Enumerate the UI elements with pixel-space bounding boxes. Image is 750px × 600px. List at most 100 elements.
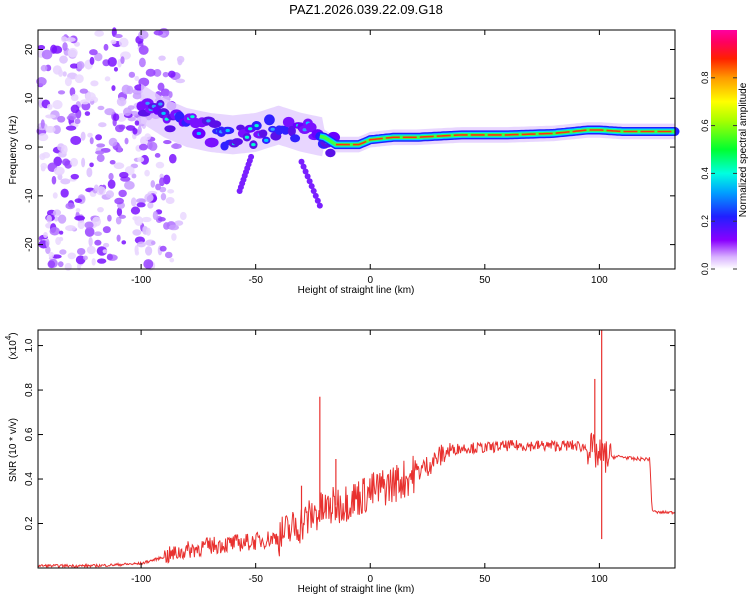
spectrogram-streak-blob — [236, 187, 243, 194]
spectrogram-noise-blob — [93, 184, 99, 192]
snr-y-label: SNR (10 * v/v) — [8, 418, 19, 482]
spectrogram-noise-blob — [75, 208, 81, 213]
spectrogram-noise-blob — [65, 202, 76, 210]
spectrogram-noise-blob — [102, 226, 111, 234]
snr-panel: -100 -50 0 50 100 0.2 0.4 0.6 0.8 1.0 Height of … — [4, 329, 676, 595]
spectrogram-noise-blob — [163, 140, 172, 145]
spectrogram-noise-blob — [94, 30, 105, 37]
spectrogram-noise-blob — [144, 169, 150, 177]
spectrogram-noise-blob — [86, 167, 93, 178]
spectrogram-noise-blob — [143, 259, 154, 269]
spectrogram-noise-blob — [125, 125, 136, 131]
spectrogram-noise-blob — [70, 173, 79, 180]
spectrogram-noise-blob — [117, 145, 122, 153]
spectrogram-noise-blob — [83, 255, 88, 261]
spectrogram-noise-blob — [108, 172, 114, 181]
spectrogram-noise-blob — [52, 192, 58, 199]
snr-x-tick-label: 100 — [591, 574, 608, 585]
spectrogram-noise-blob — [70, 157, 79, 167]
spectrogram-noise-blob — [155, 161, 165, 169]
spectrogram-noise-blob — [65, 125, 77, 131]
spectrogram-noise-blob — [150, 180, 156, 188]
snr-scale-exponent: 4 — [4, 335, 13, 340]
spectrogram-noise-blob — [109, 159, 116, 165]
spectrogram-noise-blob — [65, 37, 76, 42]
colorbar: 0.0 0.2 0.4 0.6 0.8 Normalized spectral ampl… — [700, 30, 749, 275]
spectrogram-noise-blob — [118, 214, 126, 219]
snr-x-tick-label: -50 — [248, 574, 263, 585]
spectrogram-noise-blob — [107, 179, 116, 189]
spectrogram-noise-blob — [118, 189, 127, 198]
spectrogram-streak-blob — [314, 197, 321, 204]
spectrogram-ridge-core — [206, 119, 211, 123]
figure-title: PAZ1.2026.039.22.09.G18 — [289, 2, 443, 17]
spectrogram-ridge-blob — [290, 134, 301, 143]
spectrogram-y-tick-label: -10 — [24, 188, 35, 203]
spectrogram-ridge-blob — [264, 114, 275, 126]
spectrogram-noise-blob — [80, 99, 90, 105]
spectrogram-noise-blob — [68, 113, 77, 121]
snr-y-tick-label: 0.6 — [24, 427, 35, 441]
spectrogram-noise-blob — [138, 30, 149, 40]
spectrogram-noise-blob — [97, 258, 107, 264]
spectrogram-noise-blob — [52, 100, 63, 110]
spectrogram-noise-blob — [141, 216, 152, 223]
spectrogram-noise-blob — [159, 245, 167, 252]
spectrogram-ridge-core — [196, 131, 202, 136]
snr-series — [37, 330, 676, 569]
spectrogram-noise-blob — [171, 143, 182, 149]
spectrogram-ridge — [136, 83, 680, 209]
spectrogram-streak-blob — [308, 183, 315, 190]
spectrogram-noise-blob — [144, 193, 154, 203]
spectrogram-ridge-core — [270, 127, 275, 131]
spectrogram-noise-blob — [52, 209, 62, 216]
spectrogram-noise-blob — [136, 202, 146, 208]
spectrogram-x-tick-label: 50 — [479, 275, 491, 286]
spectrogram-y-tick-label: 0 — [24, 144, 35, 150]
spectrogram-noise-blob — [137, 156, 145, 163]
snr-y-tick-label: 0.2 — [24, 516, 35, 530]
spectrogram-noise-blob — [96, 143, 106, 148]
spectrogram-streak-blob — [306, 178, 313, 185]
spectrogram-noise-blob — [84, 226, 95, 237]
spectrogram-noise-blob — [84, 111, 91, 116]
spectrogram-noise-blob — [37, 133, 49, 142]
spectrogram-noise-blob — [91, 258, 96, 266]
spectrogram-noise-blob — [53, 215, 59, 222]
spectrogram-y-ticks: -20 -10 0 10 20 — [24, 44, 675, 252]
spectrogram-noise-blob — [168, 224, 180, 231]
spectrogram-noise-blob — [88, 237, 93, 247]
spectrogram-noise-blob — [77, 219, 85, 230]
spectrogram-noise-blob — [74, 198, 83, 203]
spectrogram-noise-blob — [45, 126, 56, 133]
spectrogram-noise-blob — [45, 246, 51, 255]
colorbar-tick-label: 0.6 — [700, 119, 710, 132]
spectrogram-noise-blob — [107, 214, 112, 222]
spectrogram-noise-blob — [47, 103, 53, 110]
spectrogram-noise-blob — [41, 152, 51, 159]
spectrogram-noise-blob — [160, 88, 170, 97]
spectrogram-ridge-core — [190, 115, 195, 119]
spectrogram-noise-blob — [165, 197, 175, 205]
colorbar-label: Normalized spectral amplitude — [738, 82, 749, 217]
spectrogram-noise-blob — [154, 153, 161, 158]
spectrogram-noise-blob — [106, 253, 113, 261]
spectrogram-noise-blob — [119, 171, 129, 179]
spectrogram-noise-blob — [94, 239, 102, 246]
spectrogram-noise-blob — [43, 231, 48, 238]
spectrogram-noise-blob — [169, 257, 175, 263]
spectrogram-noise-blob — [67, 47, 78, 58]
spectrogram-noise-blob — [136, 241, 146, 248]
spectrogram-ridge-blob — [231, 138, 243, 146]
spectrogram-noise-blob — [175, 78, 186, 84]
spectrogram-noise-blob — [94, 52, 103, 62]
spectrogram-noise-blob — [150, 240, 156, 245]
spectrogram-noise-blob — [113, 66, 118, 72]
snr-series-line — [37, 432, 676, 569]
spectrogram-noise-blob — [59, 249, 67, 255]
spectrogram-noise-blob — [47, 260, 56, 269]
spectrogram-noise-blob — [168, 153, 177, 164]
spectrogram-noise-blob — [53, 166, 65, 176]
spectrogram-noise-blob — [114, 197, 124, 205]
spectrogram-noise-blob — [132, 216, 139, 221]
